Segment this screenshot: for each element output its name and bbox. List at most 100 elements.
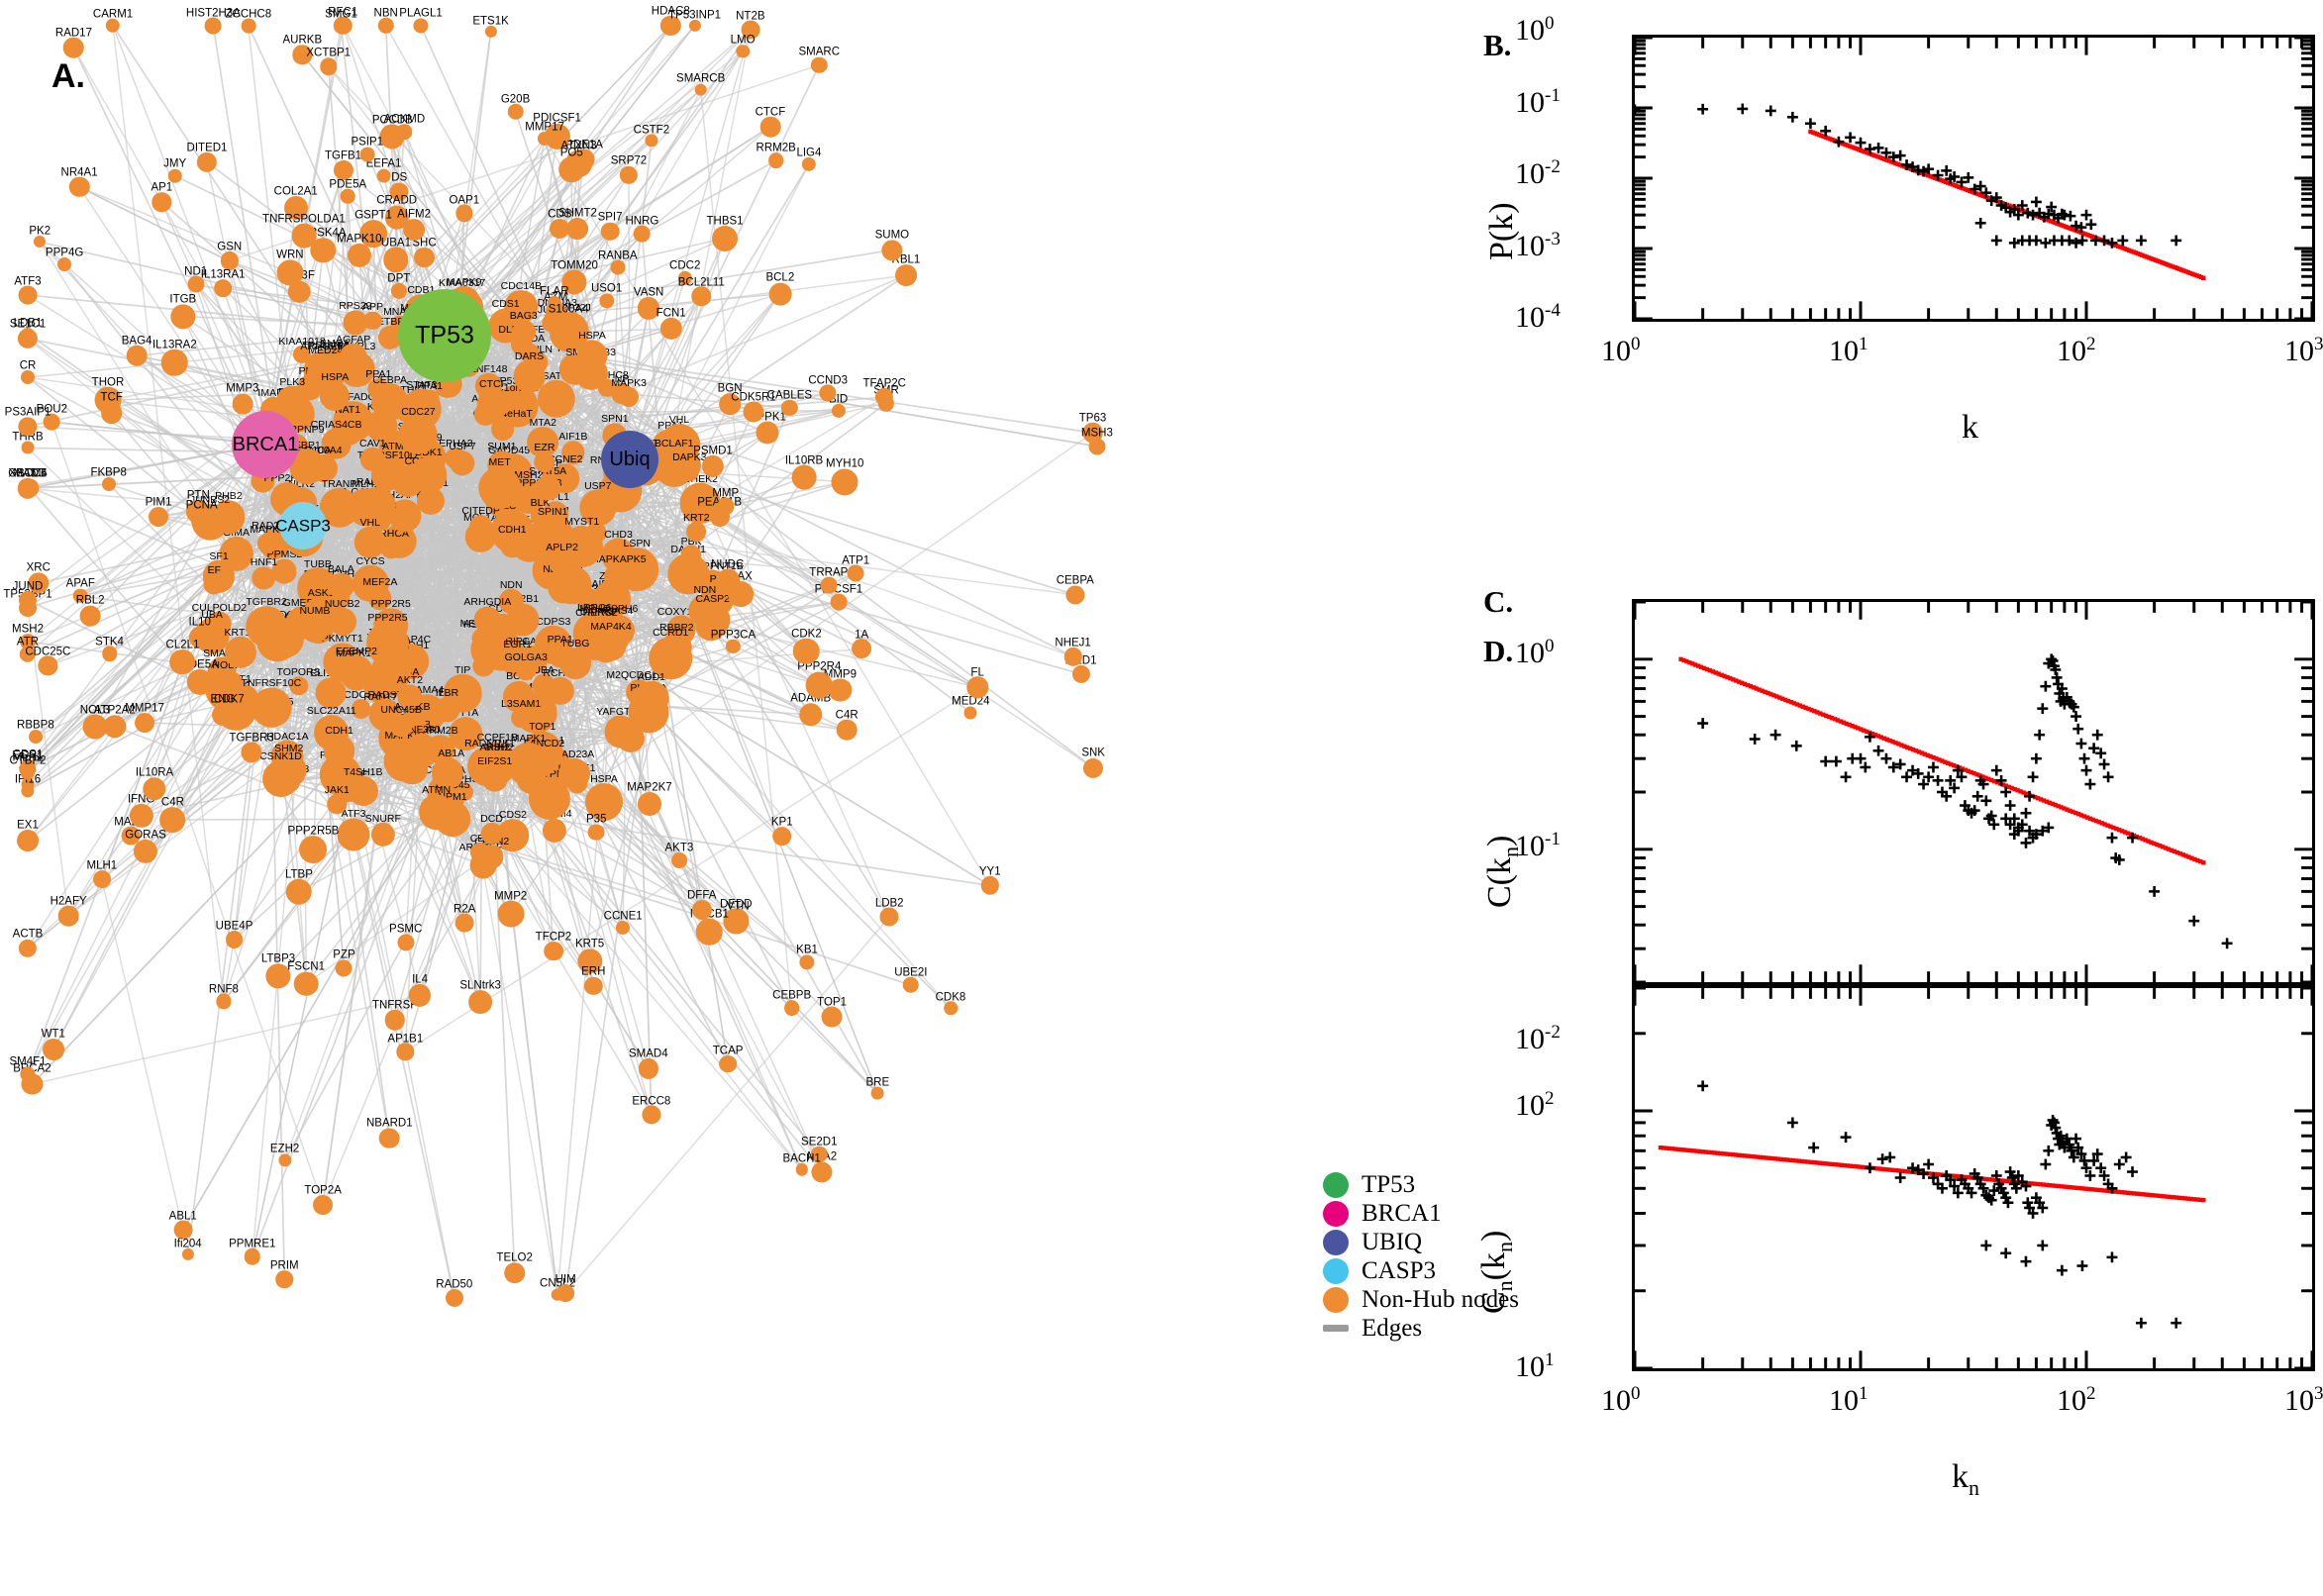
network-node[interactable] bbox=[359, 147, 375, 162]
network-node[interactable] bbox=[547, 676, 575, 705]
network-node[interactable] bbox=[1082, 422, 1103, 444]
network-node[interactable] bbox=[715, 568, 741, 594]
network-node[interactable] bbox=[830, 593, 848, 611]
network-node[interactable] bbox=[659, 318, 682, 341]
network-node[interactable] bbox=[811, 1146, 828, 1163]
network-node[interactable] bbox=[691, 899, 712, 920]
network-node[interactable] bbox=[836, 719, 858, 741]
network-node[interactable] bbox=[820, 576, 838, 594]
network-node[interactable] bbox=[63, 37, 84, 58]
network-node[interactable] bbox=[383, 247, 409, 273]
network-node[interactable] bbox=[28, 572, 50, 594]
network-node[interactable] bbox=[468, 990, 493, 1014]
network-node[interactable] bbox=[276, 259, 304, 286]
network-node[interactable] bbox=[881, 239, 903, 261]
network-node[interactable] bbox=[741, 20, 760, 40]
network-node[interactable] bbox=[365, 622, 410, 666]
network-node[interactable] bbox=[103, 715, 127, 739]
network-node[interactable] bbox=[328, 572, 354, 600]
network-node[interactable] bbox=[1065, 585, 1085, 605]
network-node[interactable] bbox=[167, 168, 182, 183]
network-node[interactable] bbox=[38, 655, 57, 675]
network-node[interactable] bbox=[397, 934, 415, 951]
network-node[interactable] bbox=[333, 159, 354, 180]
network-node[interactable] bbox=[670, 852, 687, 869]
network-node[interactable] bbox=[354, 526, 386, 559]
network-node[interactable] bbox=[756, 421, 779, 445]
network-node[interactable] bbox=[348, 775, 378, 806]
network-node[interactable] bbox=[225, 931, 244, 949]
network-node[interactable] bbox=[327, 794, 348, 815]
network-node[interactable] bbox=[18, 590, 38, 610]
network-node[interactable] bbox=[819, 384, 837, 402]
network-node[interactable] bbox=[320, 57, 338, 75]
network-node[interactable] bbox=[811, 56, 828, 73]
network-node[interactable] bbox=[359, 220, 387, 248]
network-node[interactable] bbox=[1071, 664, 1090, 683]
network-node[interactable] bbox=[480, 822, 503, 845]
network-node[interactable] bbox=[334, 19, 349, 33]
network-node[interactable] bbox=[397, 683, 423, 710]
network-node[interactable] bbox=[511, 320, 536, 344]
network-node[interactable] bbox=[57, 257, 72, 272]
network-node[interactable] bbox=[291, 223, 317, 249]
network-node[interactable] bbox=[275, 385, 309, 419]
network-node[interactable] bbox=[821, 1006, 843, 1028]
network-node[interactable] bbox=[251, 687, 292, 728]
network-node[interactable] bbox=[811, 1161, 833, 1183]
network-node[interactable] bbox=[619, 165, 639, 184]
network-node[interactable] bbox=[638, 1058, 658, 1079]
network-node[interactable] bbox=[20, 1066, 36, 1082]
network-node[interactable] bbox=[610, 259, 626, 275]
network-node[interactable] bbox=[645, 134, 658, 148]
network-node[interactable] bbox=[944, 1001, 958, 1016]
network-node[interactable] bbox=[389, 182, 409, 202]
network-node[interactable] bbox=[100, 402, 123, 424]
network-node[interactable] bbox=[550, 218, 570, 239]
network-node[interactable] bbox=[376, 168, 391, 183]
network-node[interactable] bbox=[431, 757, 463, 790]
network-node[interactable] bbox=[587, 824, 605, 841]
network-node[interactable] bbox=[561, 269, 587, 295]
network-node[interactable] bbox=[542, 818, 566, 843]
network-node[interactable] bbox=[337, 818, 370, 851]
network-node[interactable] bbox=[805, 671, 833, 699]
network-node[interactable] bbox=[252, 565, 276, 590]
network-node[interactable] bbox=[535, 475, 560, 501]
network-node[interactable] bbox=[409, 456, 448, 494]
network-node[interactable] bbox=[313, 1194, 334, 1215]
network-node[interactable] bbox=[719, 393, 741, 415]
network-node[interactable] bbox=[293, 971, 319, 996]
network-node[interactable] bbox=[339, 343, 367, 372]
network-node[interactable] bbox=[384, 1009, 405, 1031]
network-hub-node-casp3[interactable] bbox=[279, 502, 327, 549]
network-node[interactable] bbox=[795, 1163, 808, 1176]
network-node[interactable] bbox=[894, 264, 917, 287]
network-node[interactable] bbox=[285, 878, 313, 906]
network-node[interactable] bbox=[637, 791, 661, 816]
network-node[interactable] bbox=[634, 225, 651, 243]
network-node[interactable] bbox=[20, 633, 36, 649]
network-node[interactable] bbox=[799, 954, 815, 970]
network-node[interactable] bbox=[196, 151, 218, 172]
network-node[interactable] bbox=[152, 192, 172, 212]
network-node[interactable] bbox=[477, 466, 522, 510]
network-node[interactable] bbox=[902, 976, 920, 994]
network-node[interactable] bbox=[21, 327, 35, 341]
network-node[interactable] bbox=[310, 238, 336, 263]
network-node[interactable] bbox=[275, 1270, 294, 1288]
network-node[interactable] bbox=[481, 765, 509, 793]
network-node[interactable] bbox=[468, 515, 493, 540]
network-node[interactable] bbox=[584, 976, 603, 995]
network-node[interactable] bbox=[126, 345, 148, 366]
network-node[interactable] bbox=[292, 45, 312, 64]
network-node[interactable] bbox=[781, 399, 798, 417]
network-node[interactable] bbox=[506, 391, 530, 415]
network-node[interactable] bbox=[560, 313, 576, 329]
network-node[interactable] bbox=[418, 794, 454, 830]
network-node[interactable] bbox=[619, 386, 640, 407]
network-node[interactable] bbox=[339, 655, 373, 689]
network-node[interactable] bbox=[159, 807, 186, 833]
network-node[interactable] bbox=[454, 913, 474, 933]
network-node[interactable] bbox=[507, 103, 524, 121]
